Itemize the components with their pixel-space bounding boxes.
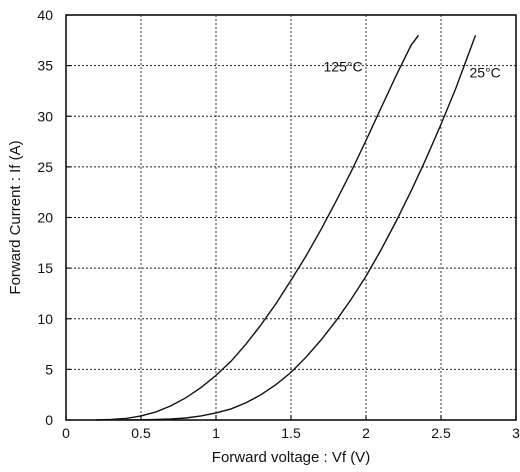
x-tick-label: 1 (212, 425, 220, 441)
x-tick-label: 2 (362, 425, 370, 441)
x-tick-label: 0 (62, 425, 70, 441)
x-axis-title: Forward voltage : Vf (V) (212, 449, 370, 466)
series-label-1: 25°C (470, 64, 501, 80)
y-tick-label: 15 (37, 260, 53, 276)
series-label-0: 125°C (324, 58, 363, 74)
y-tick-label: 25 (37, 159, 53, 175)
x-tick-label: 0.5 (131, 425, 151, 441)
x-tick-labels: 0 0.5 1 1.5 2 2.5 3 (62, 425, 520, 441)
ticks (65, 14, 517, 421)
series-line-1 (125, 35, 477, 421)
grid (66, 15, 516, 420)
y-tick-label: 10 (37, 311, 53, 327)
x-tick-label: 2.5 (431, 425, 451, 441)
y-tick-label: 30 (37, 108, 53, 124)
y-tick-label: 35 (37, 58, 53, 74)
y-tick-labels: 0 5 10 15 20 25 30 35 40 (37, 7, 53, 428)
series-labels: 125°C 25°C (324, 58, 501, 80)
y-tick-label: 0 (45, 412, 53, 428)
x-tick-label: 3 (512, 425, 520, 441)
series-group (95, 34, 477, 421)
series-line-0 (95, 34, 420, 421)
y-tick-label: 40 (37, 7, 53, 23)
x-tick-label: 1.5 (281, 425, 301, 441)
y-tick-label: 5 (45, 361, 53, 377)
y-axis-title: Forward Current : If (A) (7, 140, 24, 294)
y-tick-label: 20 (37, 210, 53, 226)
